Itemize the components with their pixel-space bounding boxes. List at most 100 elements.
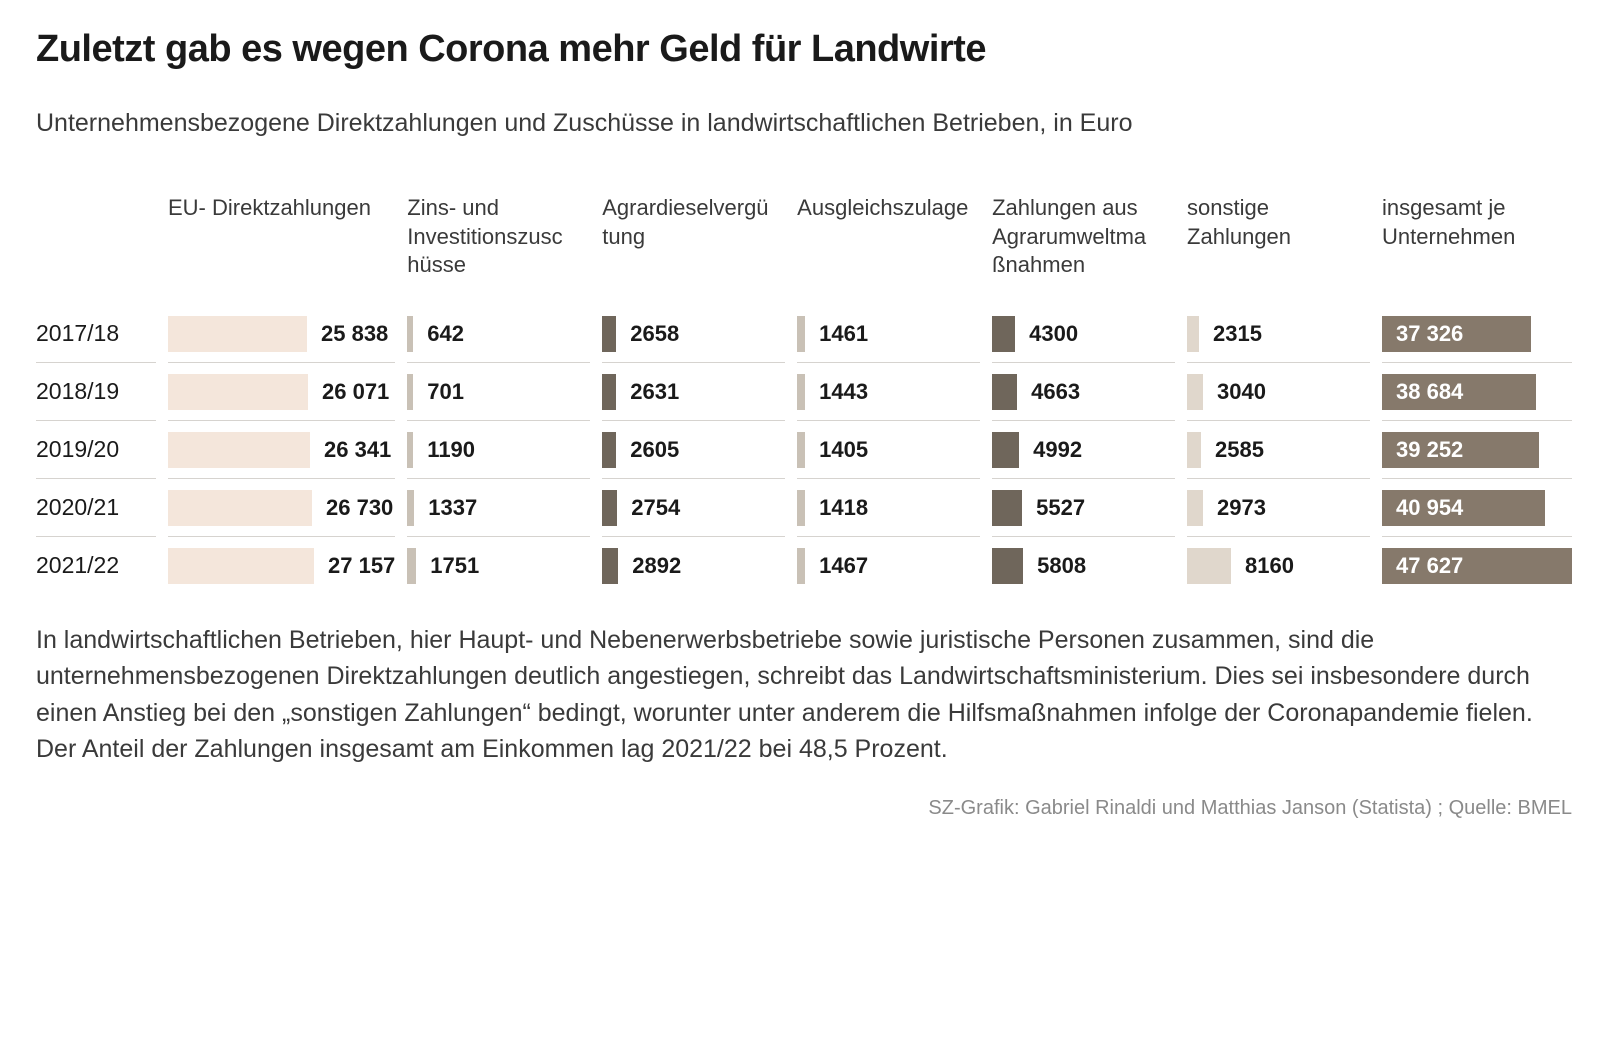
- bar-value: 3040: [1203, 379, 1266, 405]
- data-cell: 2973: [1187, 478, 1370, 536]
- bar: [797, 374, 805, 410]
- bar: [992, 374, 1017, 410]
- bar-value: 701: [413, 379, 464, 405]
- data-cell: 1418: [797, 478, 980, 536]
- data-cell: 1467: [797, 536, 980, 594]
- year-label: 2019/20: [36, 420, 156, 478]
- data-cell: 26 730: [168, 478, 395, 536]
- chart-subtitle: Unternehmensbezogene Direktzahlungen und…: [36, 109, 1572, 138]
- year-label: 2018/19: [36, 362, 156, 420]
- bar-value: 5527: [1022, 495, 1085, 521]
- bar: [168, 490, 312, 526]
- bar: [797, 490, 805, 526]
- data-cell: 1405: [797, 420, 980, 478]
- data-cell: 4300: [992, 304, 1175, 362]
- data-cell: 2658: [602, 304, 785, 362]
- bar-value: 642: [413, 321, 464, 347]
- data-cell: 3040: [1187, 362, 1370, 420]
- data-cell: 5808: [992, 536, 1175, 594]
- bar-value: 38 684: [1396, 379, 1463, 405]
- bar-value: 2315: [1199, 321, 1262, 347]
- bar: [168, 432, 310, 468]
- data-cell: 47 627: [1382, 536, 1572, 594]
- data-cell: 2631: [602, 362, 785, 420]
- year-label: 2017/18: [36, 304, 156, 362]
- column-header: sonstige Zahlungen: [1187, 194, 1370, 304]
- data-cell: 1461: [797, 304, 980, 362]
- header-spacer: [36, 194, 156, 304]
- bar: [168, 374, 308, 410]
- data-cell: 25 838: [168, 304, 395, 362]
- chart-source: SZ-Grafik: Gabriel Rinaldi und Matthias …: [36, 797, 1572, 820]
- bar: [1187, 316, 1199, 352]
- bar-value: 25 838: [307, 321, 388, 347]
- data-cell: 642: [407, 304, 590, 362]
- bar-value: 1461: [805, 321, 868, 347]
- bar: [797, 432, 805, 468]
- bar-value: 26 341: [310, 437, 391, 463]
- bar-value: 2754: [617, 495, 680, 521]
- data-cell: 2892: [602, 536, 785, 594]
- bar: [602, 548, 618, 584]
- data-cell: 1443: [797, 362, 980, 420]
- data-cell: 1190: [407, 420, 590, 478]
- bar: [1187, 432, 1201, 468]
- bar-value: 1467: [805, 553, 868, 579]
- bar: [1187, 374, 1203, 410]
- column-header: EU- Direktzahlungen: [168, 194, 395, 304]
- bar: [407, 548, 416, 584]
- data-cell: 39 252: [1382, 420, 1572, 478]
- bar-value: 2658: [616, 321, 679, 347]
- bar: [602, 316, 616, 352]
- data-cell: 4992: [992, 420, 1175, 478]
- chart-footnote: In landwirtschaftlichen Betrieben, hier …: [36, 622, 1556, 767]
- bar-value: 1190: [413, 437, 475, 463]
- data-cell: 26 341: [168, 420, 395, 478]
- bar-value: 5808: [1023, 553, 1086, 579]
- bar-value: 37 326: [1396, 321, 1463, 347]
- bar-value: 1405: [805, 437, 868, 463]
- bar-value: 1751: [416, 553, 479, 579]
- bar-value: 26 730: [312, 495, 393, 521]
- bar-value: 1418: [805, 495, 868, 521]
- bar: [168, 548, 314, 584]
- column-header: Zins- und Investitionszusc hüsse: [407, 194, 590, 304]
- column-header: Ausgleichszulage: [797, 194, 980, 304]
- bar: [992, 548, 1023, 584]
- bar-value: 39 252: [1396, 437, 1463, 463]
- year-label: 2020/21: [36, 478, 156, 536]
- data-cell: 38 684: [1382, 362, 1572, 420]
- data-cell: 2585: [1187, 420, 1370, 478]
- bar: [797, 316, 805, 352]
- bar: [602, 432, 616, 468]
- bar: [407, 490, 414, 526]
- data-cell: 5527: [992, 478, 1175, 536]
- bar-value: 27 157: [314, 553, 395, 579]
- bar-value: 1337: [414, 495, 477, 521]
- data-cell: 1337: [407, 478, 590, 536]
- bar: [168, 316, 307, 352]
- bar-value: 2605: [616, 437, 679, 463]
- bar: [992, 316, 1015, 352]
- column-header: Agrardieselvergü tung: [602, 194, 785, 304]
- bar-value: 47 627: [1396, 553, 1463, 579]
- bar: [992, 490, 1022, 526]
- bar: [797, 548, 805, 584]
- bar-value: 2892: [618, 553, 681, 579]
- column-header: insgesamt je Unternehmen: [1382, 194, 1572, 304]
- bar: [1187, 490, 1203, 526]
- bar-value: 2585: [1201, 437, 1264, 463]
- data-cell: 26 071: [168, 362, 395, 420]
- bar-value: 4992: [1019, 437, 1082, 463]
- data-cell: 37 326: [1382, 304, 1572, 362]
- bar: [602, 490, 617, 526]
- chart-table: EU- DirektzahlungenZins- und Investition…: [36, 194, 1572, 594]
- bar: [992, 432, 1019, 468]
- year-label: 2021/22: [36, 536, 156, 594]
- data-cell: 2754: [602, 478, 785, 536]
- bar-value: 8160: [1231, 553, 1294, 579]
- data-cell: 40 954: [1382, 478, 1572, 536]
- bar-value: 4300: [1015, 321, 1078, 347]
- data-cell: 27 157: [168, 536, 395, 594]
- data-cell: 1751: [407, 536, 590, 594]
